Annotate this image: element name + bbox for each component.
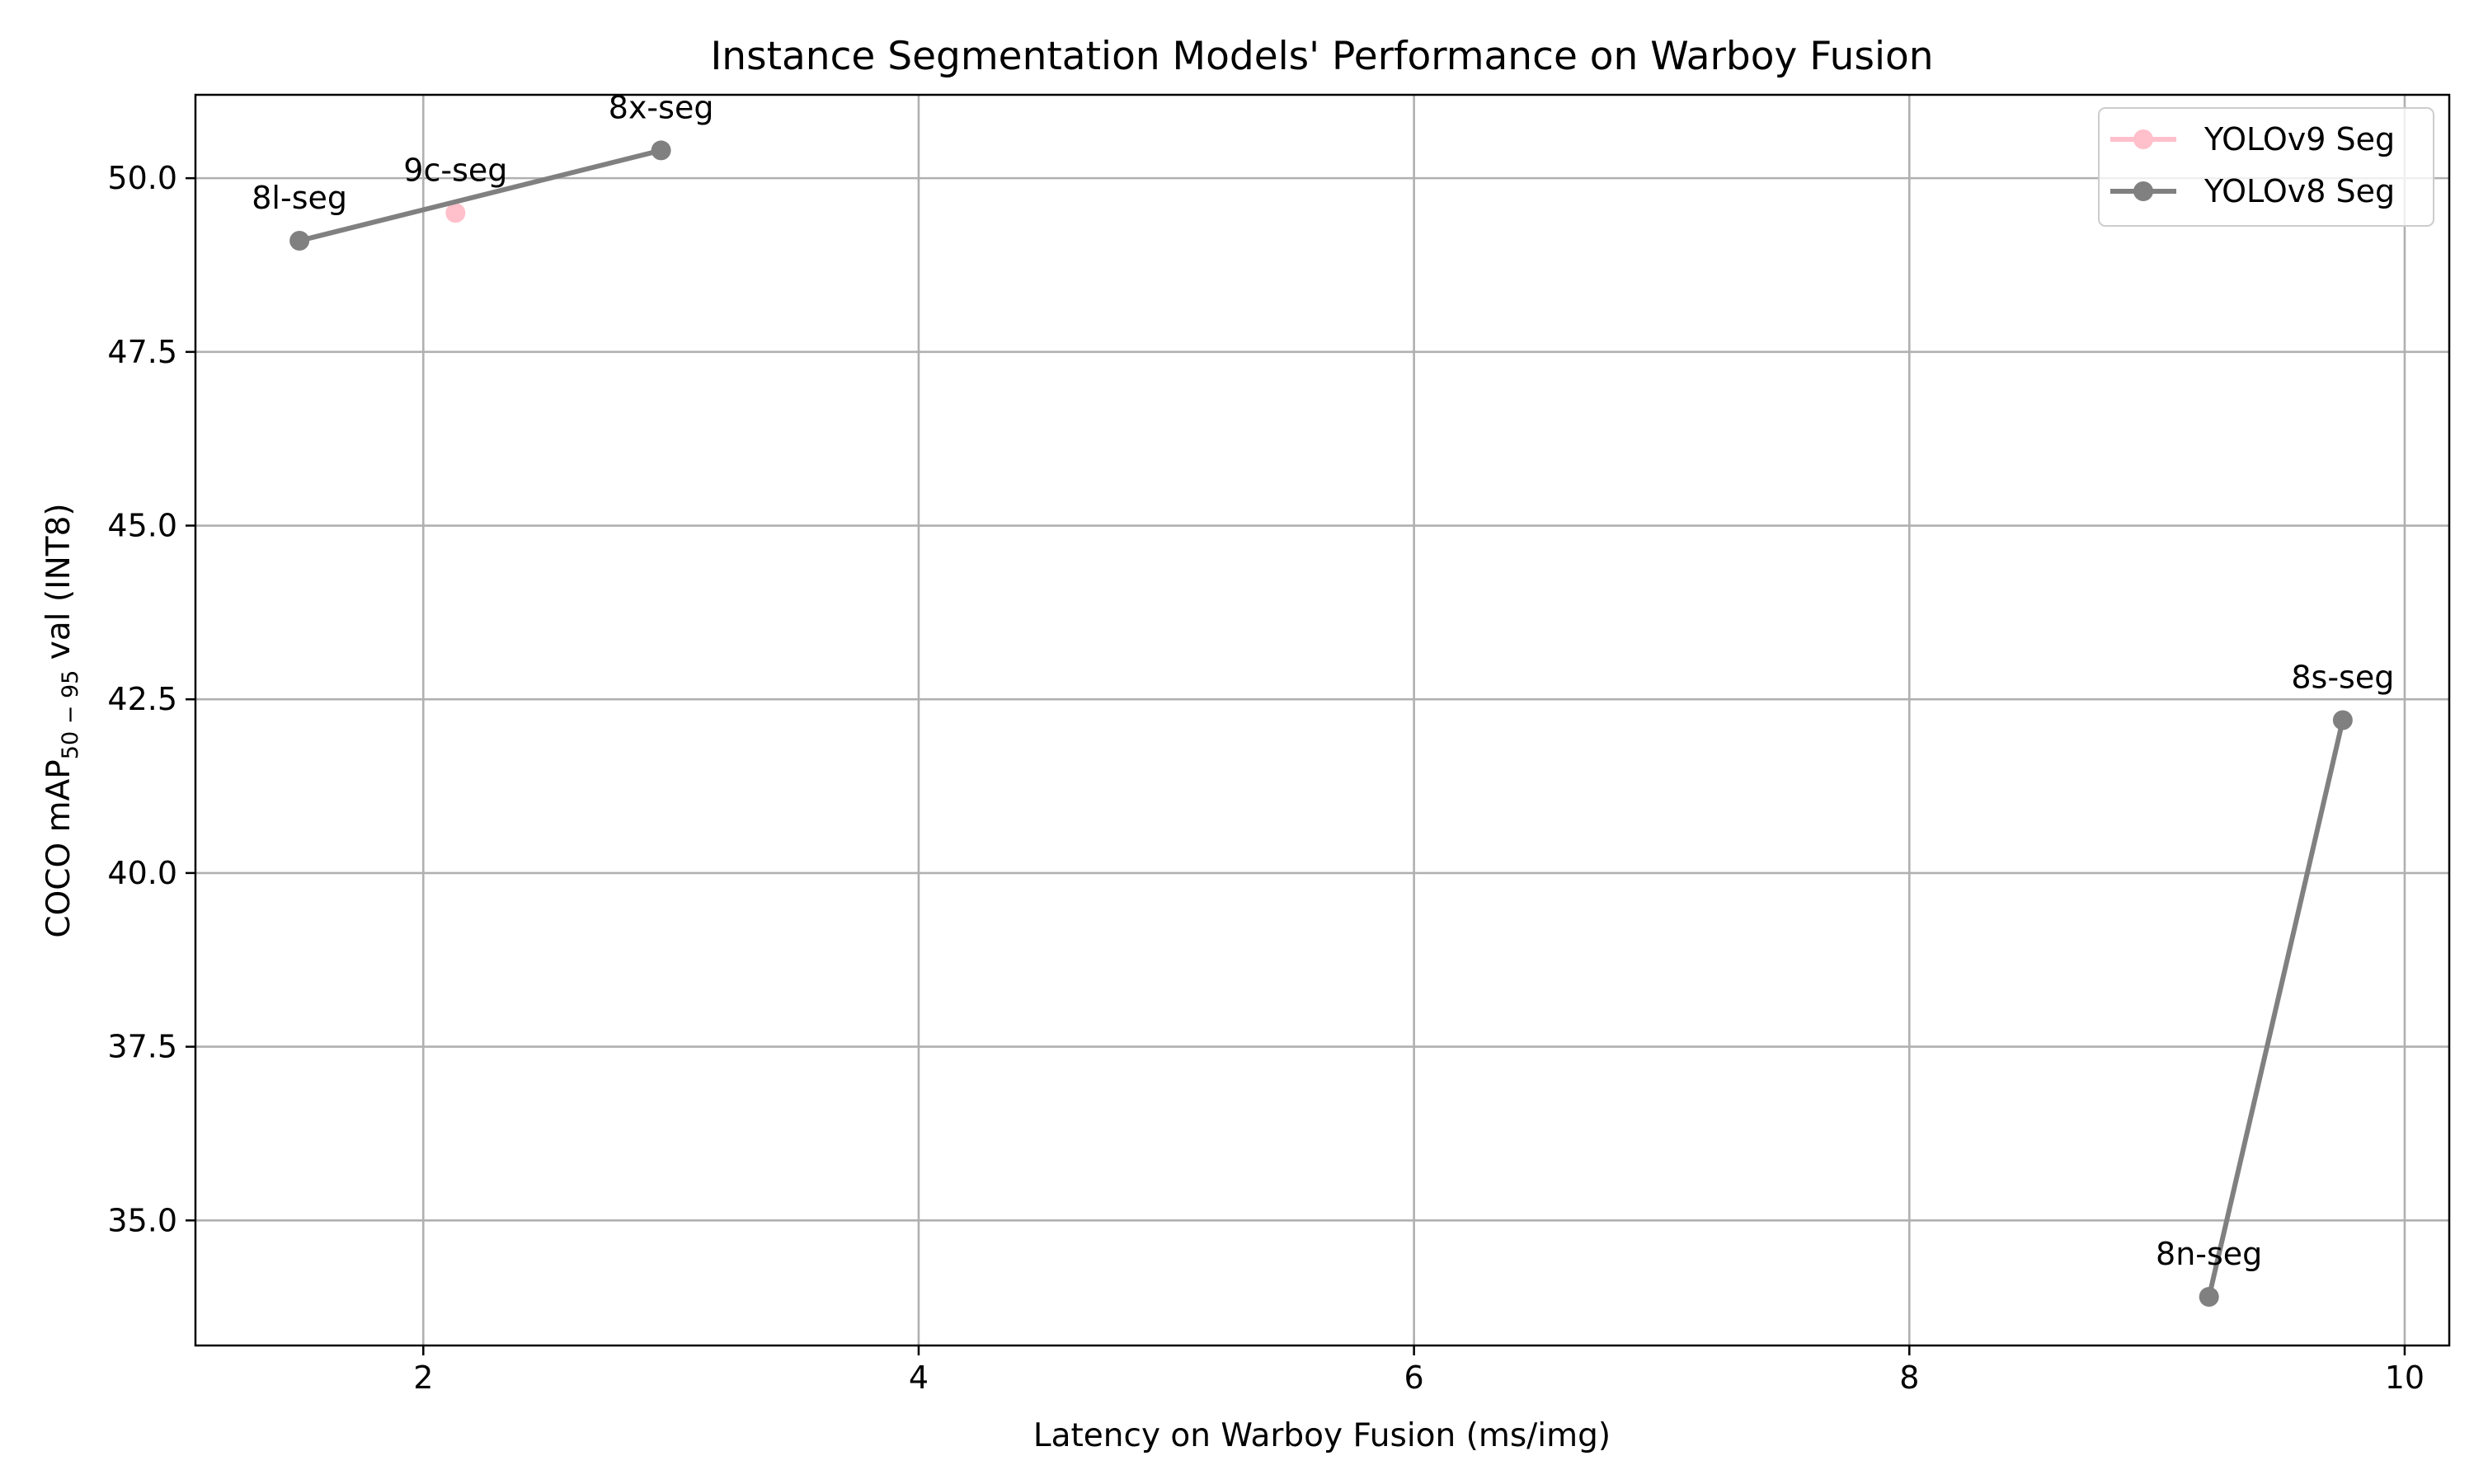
y-tick-label: 35.0: [107, 1202, 177, 1238]
grid: [195, 95, 2449, 1345]
y-axis-label-suffix: val (INT8): [40, 503, 78, 669]
chart-title: Instance Segmentation Models' Performanc…: [710, 34, 1933, 79]
yolov8-seg-point: [2332, 710, 2353, 730]
x-axis-label: Latency on Warboy Fusion (ms/img): [1033, 1417, 1611, 1454]
legend-marker-yolov9-seg: [2133, 129, 2153, 149]
yolov8-seg-point: [289, 230, 310, 251]
yolov8-seg-point: [2199, 1287, 2219, 1308]
x-tick-label: 8: [1899, 1360, 1919, 1396]
point-label: 8x-seg: [609, 89, 714, 125]
series-layer: [289, 140, 2353, 1308]
yolov8-seg-line: [297, 148, 664, 243]
legend: YOLOv9 Seg YOLOv8 Seg: [2098, 107, 2434, 227]
legend-box: [2098, 107, 2434, 227]
legend-label-yolov8-seg: YOLOv8 Seg: [2204, 173, 2395, 209]
point-label: 8s-seg: [2291, 660, 2394, 696]
y-tick-label: 45.0: [107, 508, 177, 544]
point-label: 9c-seg: [403, 152, 507, 188]
legend-label-yolov9-seg: YOLOv9 Seg: [2204, 121, 2395, 157]
plot-frame: [194, 93, 2451, 1347]
point-label: 8n-seg: [2156, 1236, 2262, 1272]
x-tick-label: 2: [413, 1360, 433, 1396]
y-tick-label: 37.5: [107, 1029, 177, 1065]
y-tick-label: 50.0: [107, 160, 177, 196]
y-tick-label: 40.0: [107, 855, 177, 891]
x-tick-label: 4: [909, 1360, 929, 1396]
yolov8-seg-point: [651, 140, 671, 161]
point-labels: 9c-seg 8n-seg 8s-seg 8l-seg 8x-seg: [252, 89, 2394, 1272]
yolov8-seg-line: [2206, 717, 2345, 1300]
x-tick-label: 10: [2385, 1360, 2425, 1396]
y-tick-label: 47.5: [107, 334, 177, 370]
y-axis-label-subscript: 50 − 95: [58, 670, 83, 760]
point-label: 8l-seg: [252, 180, 347, 216]
y-axis-label-prefix: COCO mAP: [40, 759, 78, 937]
y-tick-label: 42.5: [107, 681, 177, 717]
x-tick-label: 6: [1404, 1360, 1424, 1396]
yolov9-seg-point: [445, 203, 466, 223]
axis-ticks: 2 4 6 8 10 35.0 37.5 40.0 42.5 45.0 47.5 50.0: [107, 160, 2425, 1396]
legend-marker-yolov8-seg: [2133, 181, 2153, 201]
y-axis-label: COCO mAP50 − 95 val (INT8): [40, 503, 83, 937]
